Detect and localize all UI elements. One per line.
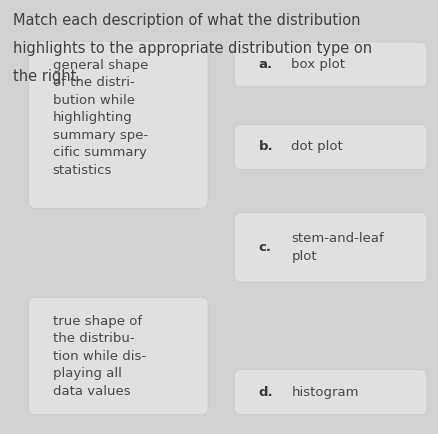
- Text: histogram: histogram: [291, 386, 359, 398]
- Text: highlights to the appropriate distribution type on: highlights to the appropriate distributi…: [13, 41, 372, 56]
- FancyBboxPatch shape: [234, 42, 427, 87]
- Text: stem-and-leaf
plot: stem-and-leaf plot: [291, 232, 384, 263]
- Text: Match each description of what the distribution: Match each description of what the distr…: [13, 13, 360, 28]
- FancyBboxPatch shape: [28, 41, 208, 208]
- Text: box plot: box plot: [291, 58, 345, 71]
- Text: d.: d.: [258, 386, 273, 398]
- FancyBboxPatch shape: [28, 297, 208, 414]
- Text: dot plot: dot plot: [291, 141, 343, 153]
- FancyBboxPatch shape: [234, 125, 427, 169]
- Text: the right.: the right.: [13, 69, 81, 85]
- Text: b.: b.: [258, 141, 273, 153]
- Text: general shape
of the distri-
bution while
highlighting
summary spe-
cific summar: general shape of the distri- bution whil…: [53, 59, 148, 177]
- FancyBboxPatch shape: [234, 213, 427, 282]
- FancyBboxPatch shape: [234, 370, 427, 414]
- Text: true shape of
the distribu-
tion while dis-
playing all
data values: true shape of the distribu- tion while d…: [53, 315, 146, 398]
- Text: c.: c.: [258, 241, 272, 254]
- Text: a.: a.: [258, 58, 272, 71]
